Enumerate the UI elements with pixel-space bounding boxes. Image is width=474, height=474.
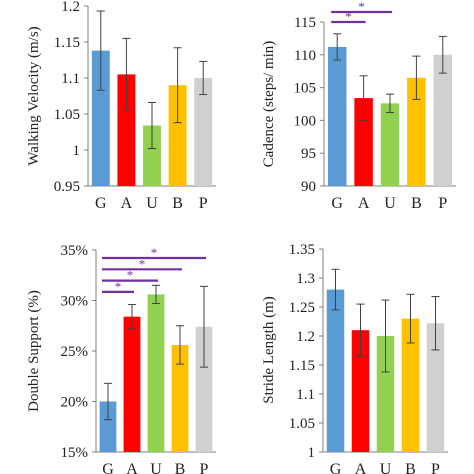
bar-A (123, 316, 141, 452)
x-category-label: G (102, 461, 114, 474)
significance-star: * (139, 256, 146, 271)
y-tick-label: 15% (61, 445, 89, 461)
x-category-label: A (358, 195, 370, 212)
x-category-label: B (405, 461, 416, 474)
y-tick-label: 1.35 (289, 242, 315, 258)
bar-B (168, 85, 187, 186)
x-category-label: A (126, 461, 138, 474)
bar-B (401, 318, 420, 452)
x-category-label: G (331, 195, 343, 212)
y-axis-title: Walking Velocity (m/s) (26, 26, 42, 165)
y-tick-label: 110 (294, 48, 316, 64)
y-tick-label: 95 (301, 146, 316, 162)
bar-G (91, 50, 110, 186)
y-tick-label: 1 (308, 445, 316, 461)
bar-G (99, 401, 117, 452)
y-tick-label: 1.2 (61, 0, 80, 15)
y-tick-label: 1.1 (61, 71, 80, 87)
significance-star: * (358, 0, 365, 14)
y-tick-label: 30% (61, 294, 89, 310)
y-tick-label: 1.15 (289, 358, 315, 374)
y-tick-label: 90 (301, 179, 316, 195)
x-category-label: A (355, 461, 367, 474)
y-tick-label: 0.95 (54, 179, 80, 195)
bar-P (194, 78, 213, 186)
x-category-label: U (146, 195, 158, 212)
y-tick-label: 1.05 (289, 416, 315, 432)
x-category-label: G (95, 195, 107, 212)
x-category-label: U (380, 461, 392, 474)
bar-P (195, 326, 213, 452)
y-axis-title: Cadence (steps/ min) (261, 41, 277, 168)
x-category-label: A (121, 195, 133, 212)
significance-star: * (345, 9, 352, 24)
chart-panel-3: 15% 20% 25% 30% 35% Double Support (%) G A U B P * *… (26, 243, 216, 474)
y-axis-title: Stride Length (m) (261, 296, 277, 403)
bar-U (147, 294, 165, 452)
x-category-label: P (199, 195, 208, 212)
y-axis-title: Double Support (%) (26, 290, 42, 412)
y-tick-label: 1.3 (296, 271, 315, 287)
significance-star: * (115, 279, 122, 294)
bar-B (407, 77, 426, 186)
y-tick-label: 35% (61, 243, 89, 259)
y-tick-label: 1.1 (296, 387, 315, 403)
bar-B (171, 344, 189, 452)
bar-G (327, 46, 347, 186)
bar-A (351, 330, 370, 452)
x-category-label: G (330, 461, 342, 474)
x-category-label: P (200, 461, 209, 474)
significance-star: * (127, 268, 134, 283)
y-tick-label: 100 (294, 113, 317, 129)
x-category-label: U (384, 195, 396, 212)
chart-panel-4: 1 1.05 1.1 1.15 1.2 1.25 1.3 1.35 Stride Length … (261, 242, 448, 474)
bar-A (354, 98, 373, 186)
bar-P (433, 54, 453, 186)
y-tick-label: 1.25 (289, 300, 315, 316)
bar-G (326, 289, 345, 452)
y-tick-label: 1.2 (296, 329, 315, 345)
chart-panel-2: 90 95 100 105 110 115 Cadence (steps/ min) G A U B… (261, 0, 456, 212)
y-tick-label: 1.15 (54, 35, 80, 51)
bar-U (380, 103, 400, 186)
x-category-label: P (431, 461, 440, 474)
bar-U (376, 336, 395, 452)
significance-star: * (151, 245, 158, 260)
bar-U (143, 125, 161, 186)
y-tick-label: 1 (73, 143, 81, 159)
x-category-label: U (150, 461, 162, 474)
x-category-label: B (175, 461, 186, 474)
chart-panel-1: 0.95 1 1.05 1.1 1.15 1.2 Walking Velocity (m/s… (26, 0, 216, 212)
x-category-label: B (172, 195, 183, 212)
bar-A (117, 74, 136, 186)
x-category-label: P (438, 195, 447, 212)
bar-P (426, 323, 445, 452)
y-tick-label: 1.05 (54, 107, 80, 123)
y-tick-label: 105 (294, 81, 317, 97)
y-tick-label: 20% (61, 395, 89, 411)
x-category-label: B (411, 195, 422, 212)
y-tick-label: 25% (61, 344, 89, 360)
y-tick-label: 115 (294, 15, 316, 31)
